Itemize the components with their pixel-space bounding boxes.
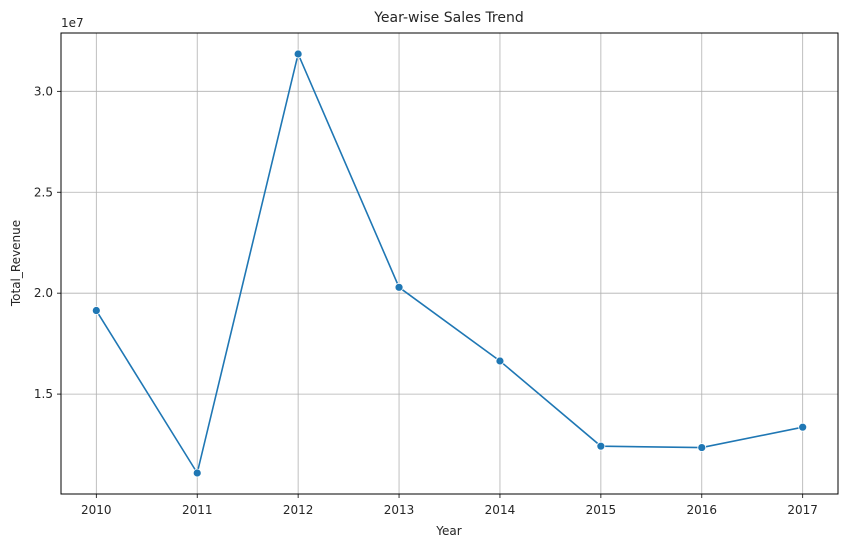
grid-lines bbox=[61, 33, 838, 494]
y-tick-label: 3.0 bbox=[34, 84, 53, 98]
y-tick-label: 2.5 bbox=[34, 185, 53, 199]
data-point bbox=[394, 282, 404, 292]
y-axis-ticks: 1.5 2.0 2.5 3.0 bbox=[34, 84, 61, 401]
x-tick-label: 2013 bbox=[384, 503, 415, 517]
x-tick-label: 2016 bbox=[686, 503, 717, 517]
data-point bbox=[91, 306, 101, 315]
data-point bbox=[293, 49, 303, 59]
series-line bbox=[95, 51, 803, 476]
x-axis-label: Year bbox=[435, 524, 461, 538]
series-layer bbox=[91, 49, 808, 478]
data-point bbox=[596, 441, 606, 451]
x-tick-label: 2015 bbox=[586, 503, 617, 517]
x-tick-label: 2017 bbox=[787, 503, 818, 517]
y-offset-label: 1e7 bbox=[61, 16, 84, 30]
x-tick-label: 2011 bbox=[182, 503, 213, 517]
x-axis-ticks: 2010 2011 2012 2013 2014 2015 2016 2017 bbox=[81, 494, 818, 517]
chart-title: Year-wise Sales Trend bbox=[373, 10, 524, 26]
y-axis-label: Total_Revenue bbox=[9, 220, 23, 307]
y-tick-label: 2.0 bbox=[34, 286, 53, 300]
x-tick-label: 2010 bbox=[81, 503, 112, 517]
x-tick-label: 2012 bbox=[283, 503, 314, 517]
data-point bbox=[192, 468, 202, 478]
plot-area-frame bbox=[60, 32, 839, 495]
data-point bbox=[798, 422, 808, 432]
y-tick-label: 1.5 bbox=[34, 387, 53, 401]
data-point bbox=[495, 356, 505, 366]
x-tick-label: 2014 bbox=[485, 503, 516, 517]
data-point bbox=[697, 443, 707, 452]
